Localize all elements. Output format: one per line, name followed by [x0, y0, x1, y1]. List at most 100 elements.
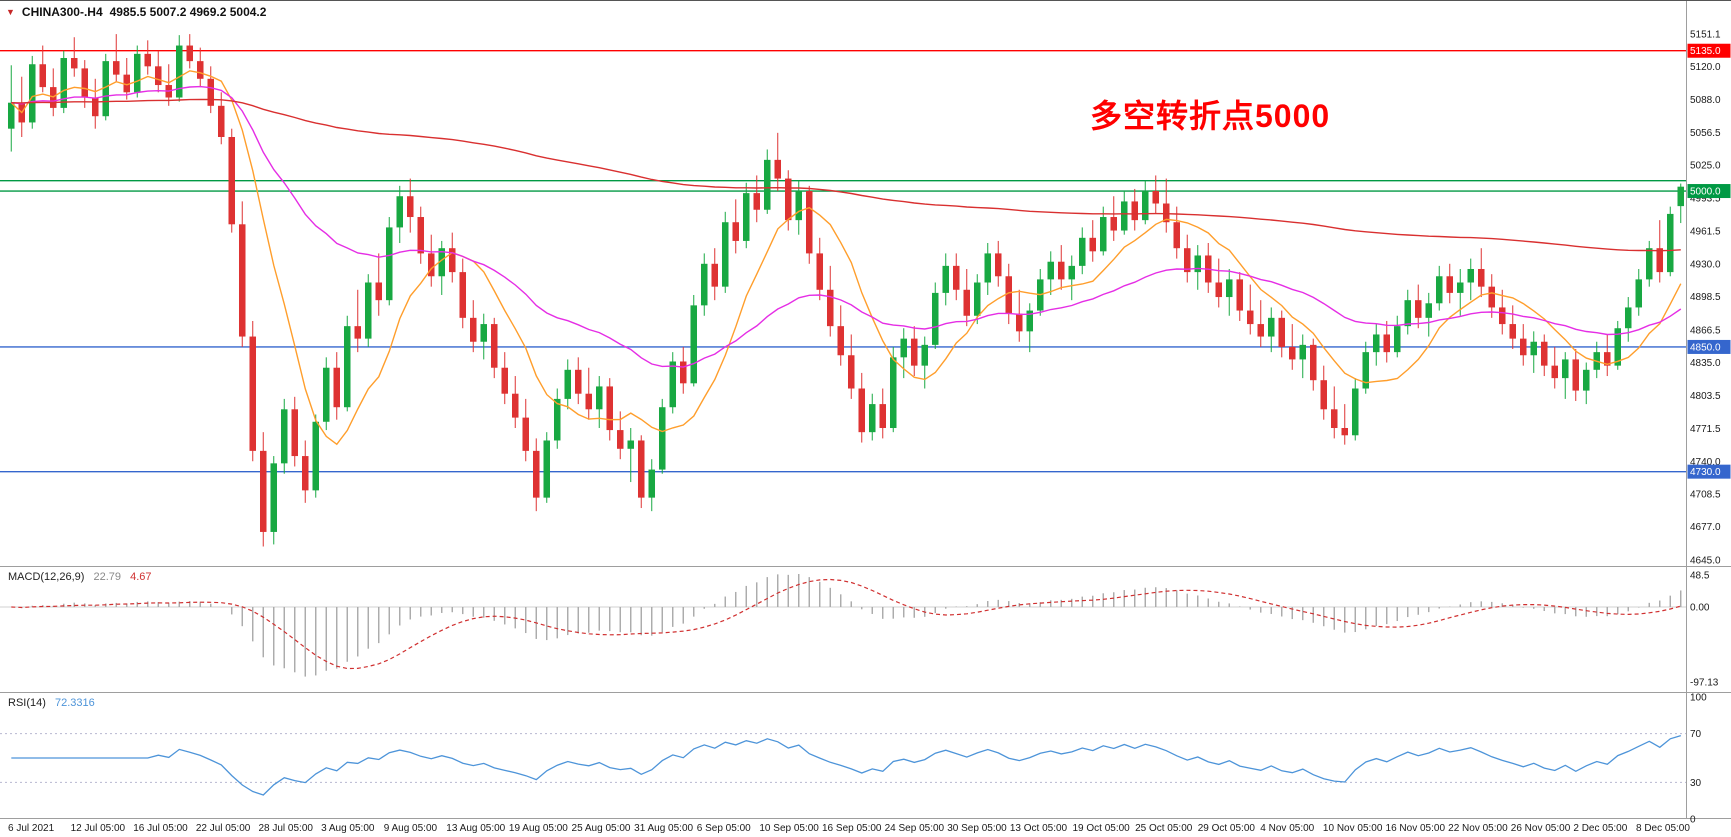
axis-label: 25 Oct 05:00	[1135, 823, 1193, 834]
candle-body	[7, 102, 15, 129]
candle-body	[39, 64, 47, 88]
axis-label: 4677.0	[1690, 522, 1721, 533]
candle-body	[1656, 248, 1664, 273]
candle-body	[1477, 268, 1485, 287]
candle-body	[637, 440, 645, 498]
symbol-name: CHINA300-.H4	[21, 5, 103, 19]
candle-body	[1372, 334, 1380, 353]
axis-label: 13 Aug 05:00	[446, 823, 505, 834]
candle-body	[1362, 352, 1370, 389]
candle-body	[406, 196, 414, 218]
candle-body	[1246, 310, 1254, 325]
candle-body	[1194, 255, 1202, 273]
candle-body	[742, 193, 750, 241]
macd-panel: 48.5 0.00 -97.13	[0, 571, 1719, 689]
candle-body	[511, 393, 519, 418]
rsi-panel: 100 70 30 0	[0, 693, 1707, 826]
candle-body	[354, 326, 362, 339]
axis-label: 10 Nov 05:00	[1323, 823, 1383, 834]
candle-body	[1666, 213, 1674, 273]
axis-label: 5088.0	[1690, 95, 1721, 106]
candle-body	[1645, 248, 1653, 280]
candle-body	[1309, 344, 1317, 381]
candle-body	[1341, 428, 1349, 436]
candle-body	[396, 196, 404, 228]
candle-body	[228, 136, 236, 225]
candle-body	[553, 398, 561, 441]
candle-body	[1446, 276, 1454, 293]
rsi-line	[11, 734, 1681, 796]
candle-body	[427, 253, 435, 277]
candle-body	[186, 45, 194, 62]
candle-body	[144, 53, 152, 67]
candle-body	[1005, 276, 1013, 314]
candle-body	[994, 253, 1002, 277]
candle-body	[1089, 237, 1097, 252]
candle-body	[385, 227, 393, 301]
candle-body	[312, 421, 320, 491]
axis-label: 5120.0	[1690, 62, 1721, 73]
candle-body	[868, 404, 876, 433]
axis-label: 13 Oct 05:00	[1010, 823, 1068, 834]
candle-body	[207, 78, 215, 106]
candle-body	[1131, 201, 1139, 221]
price-axis[interactable]	[1686, 1, 1731, 818]
candle-body	[1614, 328, 1622, 366]
candle-body	[1110, 217, 1118, 231]
candle-body	[1225, 279, 1233, 298]
axis-label: 4961.5	[1690, 227, 1721, 238]
axis-label: 4993.5	[1690, 193, 1721, 204]
axis-label: 16 Nov 05:00	[1386, 823, 1446, 834]
candle-body	[658, 407, 666, 470]
axis-label: 22 Nov 05:00	[1448, 823, 1508, 834]
candle-body	[574, 369, 582, 394]
price-axis-labels: 5151.1 5120.0 5088.0 5056.5 5025.0 4993.5 4961…	[1687, 30, 1731, 567]
candle-body	[501, 367, 509, 394]
axis-label: -97.13	[1690, 678, 1719, 689]
candle-body	[1519, 338, 1527, 356]
candle-body	[595, 386, 603, 410]
axis-label: 4 Nov 05:00	[1260, 823, 1314, 834]
rsi-header: RSI(14) 72.3316	[8, 697, 95, 709]
candle-body	[921, 344, 929, 366]
time-axis[interactable]	[0, 818, 1731, 837]
axis-label: 4835.0	[1690, 358, 1721, 369]
rsi-value: 72.3316	[54, 697, 95, 709]
candle-body	[1026, 310, 1034, 332]
axis-label: 100	[1690, 693, 1707, 704]
candle-body	[1047, 261, 1055, 280]
candle-body	[259, 450, 267, 532]
level-lines	[0, 50, 1686, 473]
candle-body	[648, 469, 656, 498]
candle-body	[774, 159, 782, 179]
candle-body	[1183, 248, 1191, 273]
axis-label: 30 Sep 05:00	[947, 823, 1007, 834]
candle-body	[690, 305, 698, 384]
candle-body	[1582, 369, 1590, 391]
candle-body	[763, 159, 771, 210]
candle-body	[102, 61, 110, 117]
candle-body	[1162, 203, 1170, 223]
candle-body	[1561, 359, 1569, 379]
candle-body	[343, 326, 351, 408]
candle-body	[123, 74, 131, 93]
candles-layer	[7, 34, 1685, 547]
candle-body	[732, 222, 740, 241]
candle-body	[70, 58, 78, 69]
candle-body	[448, 248, 456, 273]
candle-body	[417, 217, 425, 254]
price-tag	[1687, 184, 1731, 199]
axis-label: 31 Aug 05:00	[634, 823, 693, 834]
candle-body	[1351, 388, 1359, 436]
axis-label: 4730.0	[1690, 467, 1721, 478]
axis-label: 24 Sep 05:00	[885, 823, 945, 834]
candle-body	[270, 463, 278, 532]
candle-body	[1099, 217, 1107, 252]
candle-body	[942, 265, 950, 293]
candle-body	[1603, 352, 1611, 366]
macd-signal-line	[11, 578, 1681, 670]
candle-body	[1498, 307, 1506, 325]
candle-body	[627, 440, 635, 449]
